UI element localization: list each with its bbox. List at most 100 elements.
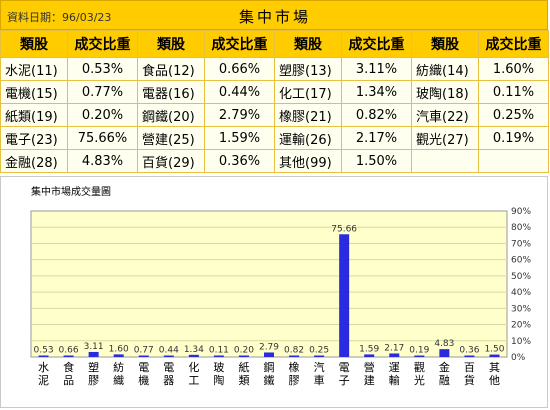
col-header: 成交比重 <box>67 30 138 58</box>
bar-value-label: 75.66 <box>331 224 357 234</box>
x-tick-label: 汽車 <box>314 360 325 387</box>
y-tick-label: 80% <box>511 223 531 233</box>
sector-share: 0.20% <box>67 103 138 127</box>
bar-value-label: 0.44 <box>159 346 179 356</box>
plot-area <box>30 210 508 358</box>
sector-name: 百貨(29) <box>137 149 205 173</box>
sector-share: 0.53% <box>67 57 138 81</box>
bar-value-label: 0.77 <box>134 346 154 356</box>
bar <box>264 352 274 357</box>
x-tick-label: 其他 <box>489 361 500 387</box>
bar <box>188 354 199 357</box>
table-row: 水泥(11) 0.53% 食品(12) 0.66% 塑膠(13) 3.11% 紡… <box>0 57 549 81</box>
col-header: 類股 <box>411 30 479 58</box>
y-tick-label: 10% <box>511 337 531 347</box>
bar <box>213 355 224 357</box>
sector-name: 電子(23) <box>0 126 68 150</box>
sector-name: 紙類(19) <box>0 103 68 127</box>
table-row: 紙類(19) 0.20% 鋼鐵(20) 2.79% 橡膠(21) 0.82% 汽… <box>0 103 549 127</box>
col-header: 類股 <box>274 30 342 58</box>
bar-value-label: 2.17 <box>384 343 404 353</box>
volume-chart-panel: 集中市場成交量圖 0% 10% 20% 30% 40% 50% 60% 70% 80% 90% 0.… <box>0 176 548 408</box>
sector-name: 化工(17) <box>274 80 342 104</box>
bar-value-label: 0.36 <box>459 346 479 356</box>
y-tick-label: 0% <box>511 353 526 363</box>
y-tick-label: 20% <box>511 321 531 331</box>
bar <box>163 355 174 357</box>
bar-value-label: 0.11 <box>209 346 229 356</box>
table-row: 電子(23) 75.66% 營建(25) 1.59% 運輸(26) 2.17% … <box>0 126 549 150</box>
col-header: 成交比重 <box>204 30 275 58</box>
x-tick-label: 運輸 <box>389 361 400 387</box>
bar <box>489 354 500 357</box>
sector-share: 4.83% <box>67 149 138 173</box>
bar-value-label: 0.25 <box>309 346 329 356</box>
sector-share: 1.60% <box>478 57 549 81</box>
sector-name: 玻陶(18) <box>411 80 479 104</box>
col-header: 類股 <box>0 30 68 58</box>
bar <box>113 354 124 357</box>
x-tick-label: 金融 <box>439 360 450 387</box>
bar <box>289 355 300 357</box>
x-tick-label: 電子 <box>339 361 350 387</box>
bar-value-label: 0.19 <box>409 346 429 356</box>
bar <box>439 349 450 357</box>
y-tick-label: 70% <box>511 239 531 249</box>
sector-name: 電機(15) <box>0 80 68 104</box>
bar-value-label: 0.20 <box>234 346 254 356</box>
sector-name: 金融(28) <box>0 149 68 173</box>
sector-share: 0.19% <box>478 126 549 150</box>
bar-value-label: 0.66 <box>59 346 79 356</box>
bar-value-label: 2.79 <box>259 342 279 352</box>
sector-share: 75.66% <box>67 126 138 150</box>
sector-share: 0.25% <box>478 103 549 127</box>
x-tick-label: 塑膠 <box>88 360 99 387</box>
y-tick-label: 30% <box>511 304 531 314</box>
sector-name: 橡膠(21) <box>274 103 342 127</box>
sector-share: 0.11% <box>478 80 549 104</box>
sector-name: 鋼鐵(20) <box>137 103 205 127</box>
sector-share: 2.79% <box>204 103 275 127</box>
x-tick-label: 水泥 <box>38 361 49 387</box>
x-tick-label: 食品 <box>63 360 74 387</box>
data-date: 資料日期：96/03/23 <box>7 11 112 24</box>
sector-name: 觀光(27) <box>411 126 479 150</box>
volume-bar-chart: 0% 10% 20% 30% 40% 50% 60% 70% 80% 90% 0.53 水泥 0.66 食… <box>30 207 531 387</box>
sector-share: 3.11% <box>341 57 412 81</box>
bar <box>364 354 375 357</box>
bar <box>389 353 400 357</box>
bar-value-label: 4.83 <box>434 339 454 349</box>
y-tick-label: 60% <box>511 256 531 266</box>
sector-share <box>478 149 549 173</box>
bar <box>314 355 325 357</box>
col-header: 成交比重 <box>478 30 549 58</box>
x-tick-label: 觀光 <box>414 361 425 387</box>
bar-value-label: 1.34 <box>184 345 204 355</box>
col-header: 類股 <box>137 30 205 58</box>
bar <box>414 355 425 357</box>
bar <box>238 355 249 357</box>
header-bar: 資料日期：96/03/23 集中市場 <box>0 0 548 30</box>
x-tick-label: 電器 <box>163 361 174 387</box>
table-row: 金融(28) 4.83% 百貨(29) 0.36% 其他(99) 1.50% <box>0 149 549 173</box>
y-tick-label: 50% <box>511 272 531 282</box>
x-tick-label: 橡膠 <box>289 361 300 387</box>
bar <box>38 355 49 357</box>
x-tick-label: 電機 <box>138 361 149 387</box>
sector-share: 0.82% <box>341 103 412 127</box>
bar-value-label: 0.53 <box>34 346 54 356</box>
sector-share: 1.34% <box>341 80 412 104</box>
x-tick-label: 紙類 <box>238 360 249 387</box>
bar <box>339 234 350 357</box>
x-tick-label: 化工 <box>188 360 199 387</box>
page-title: 集中市場 <box>238 8 311 26</box>
y-tick-label: 90% <box>511 207 531 217</box>
x-tick-label: 紡織 <box>113 360 124 387</box>
bar <box>464 355 475 357</box>
bar-value-label: 3.11 <box>84 342 104 352</box>
x-tick-label: 鋼鐵 <box>264 360 275 387</box>
sector-share-table: 類股 成交比重 類股 成交比重 類股 成交比重 類股 成交比重 水泥(11) 0… <box>0 30 549 173</box>
bar <box>63 355 74 357</box>
sector-name: 營建(25) <box>137 126 205 150</box>
